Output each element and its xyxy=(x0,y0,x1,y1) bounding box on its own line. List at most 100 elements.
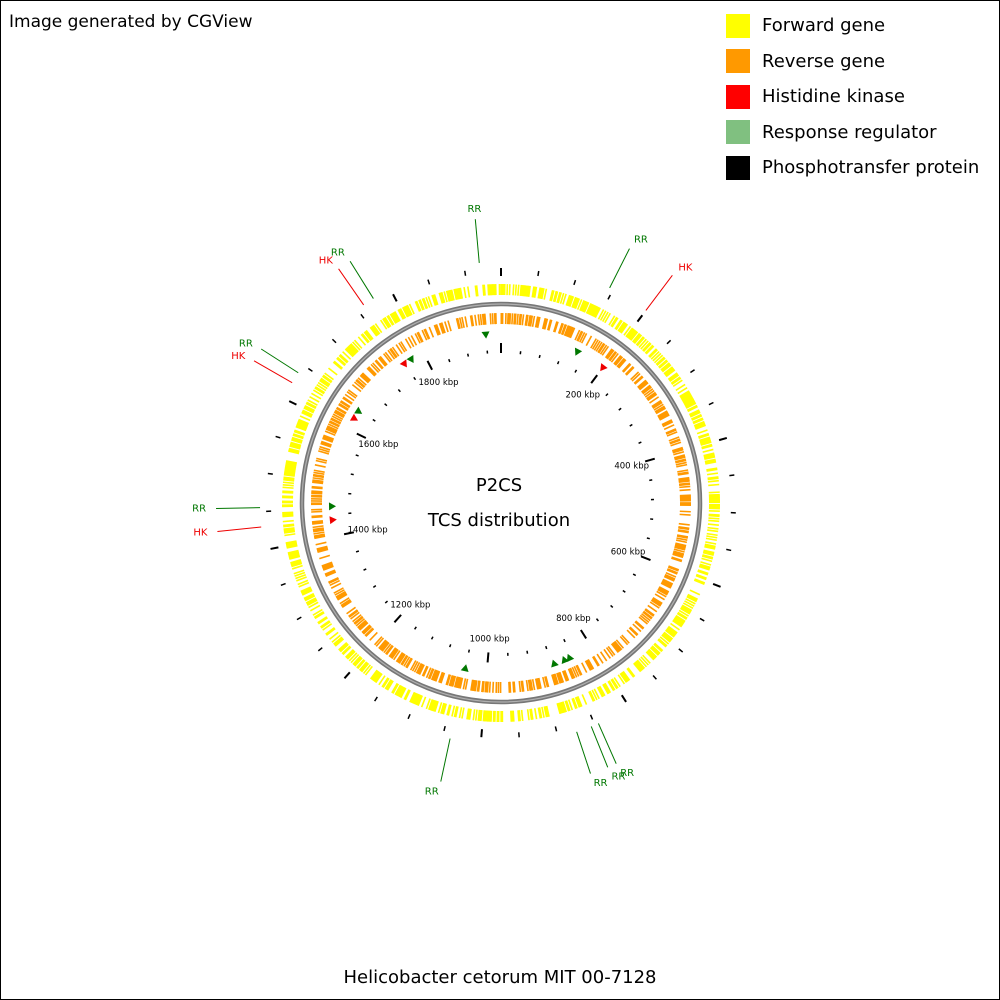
reverse-gene-mark xyxy=(520,680,524,692)
forward-gene-mark xyxy=(324,372,334,381)
reverse-gene-mark xyxy=(384,644,393,655)
forward-gene-mark xyxy=(422,297,429,309)
reverse-gene-mark xyxy=(669,438,681,444)
scale-tick xyxy=(590,374,599,384)
reverse-gene-mark xyxy=(373,636,383,646)
reverse-gene-mark xyxy=(312,474,324,479)
reverse-gene-mark xyxy=(654,405,665,413)
forward-gene-mark xyxy=(389,313,397,324)
reverse-gene-mark xyxy=(425,667,432,679)
forward-gene-mark xyxy=(520,709,524,721)
forward-gene-mark xyxy=(296,422,308,428)
forward-gene-mark xyxy=(665,628,676,637)
forward-gene-mark xyxy=(700,440,712,445)
forward-gene-mark xyxy=(290,442,302,448)
reverse-gene-mark xyxy=(657,410,668,418)
reverse-gene-mark xyxy=(639,382,649,391)
forward-gene-mark xyxy=(341,645,351,655)
forward-gene-mark xyxy=(329,631,339,640)
forward-gene-mark xyxy=(364,330,373,341)
rr-marker xyxy=(354,406,363,414)
reverse-gene-mark xyxy=(664,574,675,581)
forward-gene-mark xyxy=(415,300,422,312)
reverse-gene-mark xyxy=(641,613,651,622)
reverse-gene-mark xyxy=(638,616,648,625)
inner-scale-ticks xyxy=(343,343,656,663)
reverse-gene-mark xyxy=(379,355,388,366)
forward-gene-mark xyxy=(414,301,421,312)
forward-gene-mark xyxy=(676,612,687,620)
forward-gene-mark xyxy=(449,289,454,301)
reverse-gene-mark xyxy=(414,333,421,344)
reverse-gene-mark xyxy=(448,675,454,687)
forward-gene-mark xyxy=(468,708,472,720)
backbone-highlight xyxy=(301,303,701,703)
reverse-gene-mark xyxy=(651,598,662,606)
reverse-gene-mark xyxy=(474,314,478,326)
forward-gene-mark xyxy=(632,333,642,344)
reverse-gene-mark xyxy=(678,527,690,531)
reverse-gene-mark xyxy=(633,375,643,384)
reverse-gene-swatch xyxy=(726,49,750,74)
scale-label: 400 kbp xyxy=(614,461,649,471)
legend-label: Phosphotransfer protein xyxy=(762,157,980,179)
forward-gene-mark xyxy=(705,537,717,542)
forward-gene-mark xyxy=(556,703,561,715)
forward-gene-mark xyxy=(586,303,593,315)
reverse-gene-mark xyxy=(377,357,387,367)
legend: Forward gene Reverse gene Histidine kina… xyxy=(726,8,979,186)
forward-gene-mark xyxy=(631,332,641,343)
reverse-gene-mark xyxy=(560,323,567,335)
forward-gene-mark xyxy=(282,512,294,515)
reverse-gene-mark xyxy=(320,441,332,447)
reverse-gene-mark xyxy=(514,313,517,325)
outer-tick xyxy=(699,617,705,622)
reverse-gene-mark xyxy=(569,327,576,339)
outer-tick xyxy=(275,435,281,439)
reverse-gene-mark xyxy=(337,593,348,601)
forward-gene-mark xyxy=(562,293,567,305)
forward-gene-mark xyxy=(635,660,645,670)
forward-gene-mark xyxy=(447,290,452,302)
outer-tick xyxy=(712,582,721,588)
forward-gene-mark xyxy=(604,682,612,694)
forward-gene-mark xyxy=(352,655,361,665)
forward-gene-mark xyxy=(284,467,296,471)
callout-label: RR xyxy=(192,504,206,515)
forward-gene-mark xyxy=(345,347,355,357)
callout-label: RR xyxy=(611,772,625,783)
reverse-gene-mark xyxy=(430,669,437,681)
forward-gene-mark xyxy=(356,658,365,669)
scale-tick xyxy=(343,531,355,536)
forward-gene-mark xyxy=(286,543,298,548)
reverse-gene-mark xyxy=(401,655,409,666)
forward-gene-mark xyxy=(295,574,307,580)
reverse-gene-mark xyxy=(674,456,686,461)
forward-gene-mark xyxy=(533,286,538,298)
callout-label: HK xyxy=(231,351,246,362)
forward-gene-mark xyxy=(309,604,321,612)
reverse-gene-mark xyxy=(362,625,372,634)
forward-gene-mark xyxy=(483,710,487,722)
outer-tick xyxy=(296,616,302,621)
forward-gene-mark xyxy=(677,386,688,395)
reverse-gene-mark xyxy=(556,672,561,684)
forward-gene-mark xyxy=(661,634,671,643)
forward-gene-mark xyxy=(287,549,299,554)
forward-gene-mark xyxy=(707,476,719,480)
reverse-gene-mark xyxy=(610,352,619,363)
reverse-gene-mark xyxy=(378,639,387,649)
reverse-gene-mark xyxy=(313,529,325,533)
reverse-gene-mark xyxy=(619,635,629,646)
forward-gene-mark xyxy=(333,636,343,645)
reverse-gene-mark xyxy=(453,676,459,688)
forward-gene-mark xyxy=(293,569,305,575)
forward-gene-mark xyxy=(301,411,312,418)
reverse-gene-mark xyxy=(417,331,424,343)
reverse-gene-mark xyxy=(593,340,601,351)
outer-tick xyxy=(708,401,714,406)
forward-gene-mark xyxy=(661,364,672,373)
forward-gene-mark xyxy=(597,686,605,697)
forward-gene-mark xyxy=(521,285,525,297)
